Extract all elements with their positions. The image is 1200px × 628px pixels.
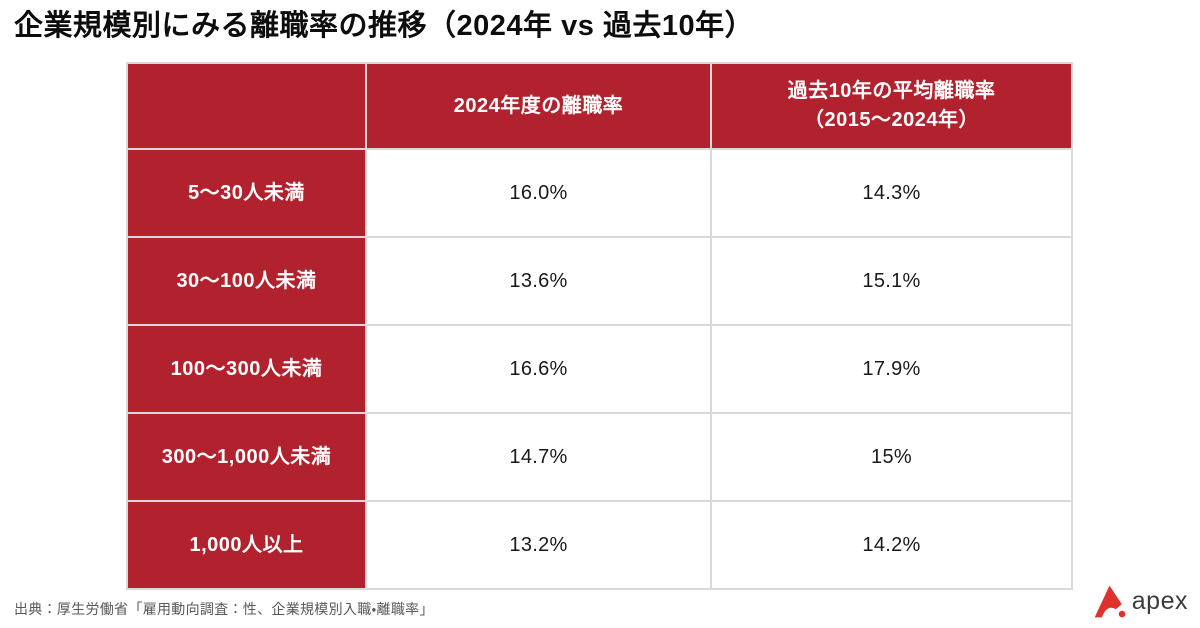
source-note: 出典：厚生労働省「雇用動向調査：性、企業規模別入職・離職率」 xyxy=(14,601,434,617)
table-corner-cell xyxy=(128,64,365,148)
column-header-10yr-line1: 過去10年の平均離職率 xyxy=(787,80,996,102)
row-header-cell: 5〜30人未満 xyxy=(128,150,365,236)
rate-2024-cell: 13.2% xyxy=(367,502,710,588)
page-title: 企業規模別にみる離職率の推移（2024年 vs 過去10年） xyxy=(14,10,755,42)
rate-10yr-cell: 15.1% xyxy=(712,238,1071,324)
column-header-10yr-average: 過去10年の平均離職率 （2015〜2024年） xyxy=(712,64,1071,148)
row-header-cell: 300〜1,000人未満 xyxy=(128,414,365,500)
rate-10yr-cell: 14.3% xyxy=(712,150,1071,236)
rate-10yr-cell: 17.9% xyxy=(712,326,1071,412)
row-header-cell: 100〜300人未満 xyxy=(128,326,365,412)
column-header-10yr-line2: （2015〜2024年） xyxy=(804,109,979,131)
row-header-cell: 1,000人以上 xyxy=(128,502,365,588)
rate-2024-cell: 13.6% xyxy=(367,238,710,324)
rate-2024-cell: 16.6% xyxy=(367,326,710,412)
apex-logo-text: apex xyxy=(1131,587,1188,615)
rate-10yr-cell: 14.2% xyxy=(712,502,1071,588)
apex-logo-mark-icon xyxy=(1094,585,1126,618)
rate-2024-cell: 14.7% xyxy=(367,414,710,500)
apex-logo: apex xyxy=(1094,584,1188,619)
rate-2024-cell: 16.0% xyxy=(367,150,710,236)
row-header-cell: 30〜100人未満 xyxy=(128,238,365,324)
rate-10yr-cell: 15% xyxy=(712,414,1071,500)
column-header-2024: 2024年度の離職率 xyxy=(367,64,710,148)
turnover-rate-table: 2024年度の離職率 過去10年の平均離職率 （2015〜2024年） 5〜30… xyxy=(126,62,1073,590)
